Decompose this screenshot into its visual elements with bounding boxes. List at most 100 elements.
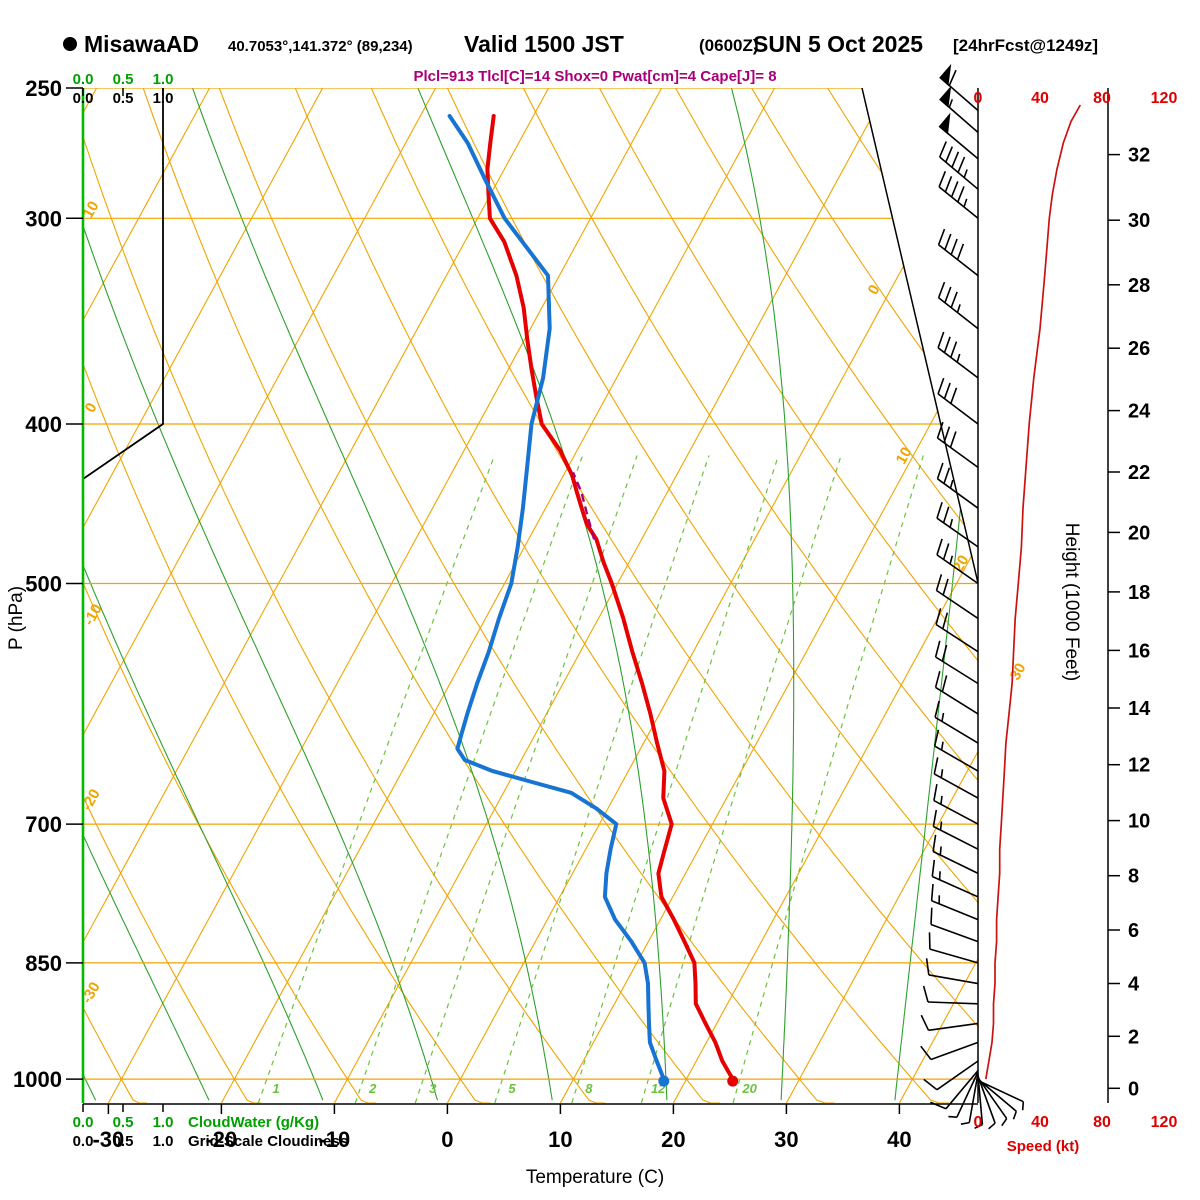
wind-barb [934, 670, 979, 715]
wind-barb [925, 958, 979, 985]
cloud-profiles-layer [81, 88, 164, 1103]
sounding-profiles-layer [447, 114, 739, 1087]
mixing-ratio-label: 5 [508, 1081, 516, 1096]
cloudiness-scale-tick: 0.5 [113, 1133, 134, 1150]
wind-barb [937, 331, 979, 379]
cloudiness-scale-tick: 1.0 [153, 1133, 174, 1150]
valid-time: Valid 1500 JST [464, 31, 624, 57]
temperature-tick-label: -30 [92, 1127, 124, 1152]
wind-barb [977, 1079, 1025, 1111]
height-tick-label: 6 [1128, 920, 1139, 942]
mixing-ratio-label: 20 [741, 1081, 757, 1096]
surface-temperature-dot [727, 1075, 739, 1087]
isobar-lines [83, 88, 978, 1080]
wind-barb [933, 729, 979, 772]
wind-barb [937, 281, 979, 330]
station-name: MisawaAD [84, 31, 199, 57]
height-tick-label: 26 [1128, 338, 1150, 360]
height-axis-label: Height (1000 Feet) [1061, 523, 1082, 681]
height-tick-label: 16 [1128, 640, 1150, 662]
wind-speed-profile [984, 104, 1082, 1080]
wind-barb [932, 809, 979, 850]
wind-barb [938, 112, 979, 160]
mixing-ratio-lines [257, 455, 924, 1103]
wind-barb [934, 700, 979, 744]
speed-scale-label-top: 120 [1151, 90, 1178, 107]
wind-barb [931, 859, 979, 898]
cloudiness-scale-tick: 1.0 [153, 90, 174, 107]
cloudwater-scale-tick: 0.5 [113, 1114, 134, 1131]
wind-barbs [920, 63, 1025, 1130]
wind-barb [920, 1041, 979, 1061]
height-tick-label: 18 [1128, 582, 1150, 604]
isotherm-label: 10 [80, 198, 103, 221]
wind-barb [936, 421, 979, 469]
pressure-tick-label: 850 [25, 951, 62, 976]
wind-barb [933, 784, 979, 825]
wind-barb [938, 171, 979, 219]
wind-barb [928, 932, 979, 964]
height-tick-label: 20 [1128, 522, 1150, 544]
wind-barb [932, 834, 979, 875]
params-line: Plcl=913 Tlcl[C]=14 Shox=0 Pwat[cm]=4 Ca… [413, 68, 776, 85]
wind-barb [935, 574, 979, 620]
pressure-tick-label: 250 [25, 76, 62, 101]
temperature-tick-label: -20 [205, 1127, 237, 1152]
speed-scale-label-top: 0 [974, 90, 983, 107]
wind-barb [948, 1071, 979, 1118]
temperature-ticks: -30 -20 -10 0 10 20 30 40 [92, 1104, 912, 1152]
temperature-axis-label: Temperature (C) [526, 1167, 664, 1188]
wind-layer [920, 63, 1082, 1130]
speed-scale-label-top: 80 [1093, 90, 1111, 107]
dry-adiabat-lines [83, 88, 978, 1103]
height-tick-label: 2 [1128, 1026, 1139, 1048]
speed-scale-label-top: 40 [1031, 90, 1049, 107]
speed-scale-label-bottom: 80 [1093, 1114, 1111, 1131]
height-tick-label: 14 [1128, 698, 1151, 720]
temperature-tick-label: 20 [661, 1127, 685, 1152]
speed-scale-label-bottom: 40 [1031, 1114, 1049, 1131]
temperature-profile [485, 114, 735, 1082]
height-tick-label: 8 [1128, 866, 1139, 888]
cloud-scales: 0.0 0.0 0.5 0.5 1.0 1.0 0.0 0.0 0.5 0.5 1.0 1.0 [73, 71, 174, 1150]
cloudiness-scale-tick: 0.5 [113, 90, 134, 107]
wind-barb [937, 377, 979, 425]
cloudwater-scale-tick: 0.5 [113, 71, 134, 88]
wind-barb [960, 1073, 979, 1125]
isotherm-label: 30 [1007, 660, 1030, 683]
isotherm-label: 0 [865, 282, 884, 298]
station-bullet-icon [63, 37, 77, 51]
isotherm-label: 10 [893, 444, 916, 467]
wind-barb [936, 462, 979, 509]
height-tick-label: 0 [1128, 1078, 1139, 1100]
cloudwater-scale-tick: 0.0 [73, 71, 94, 88]
wind-barb [939, 63, 979, 112]
height-tick-label: 30 [1128, 210, 1150, 232]
temperature-tick-label: 40 [887, 1127, 911, 1152]
wind-barb [930, 884, 979, 921]
parcel-trace [571, 471, 596, 540]
pressure-tick-label: 1000 [13, 1067, 62, 1092]
mixing-ratio-label: 1 [272, 1081, 279, 1096]
wind-barb [977, 1077, 1008, 1127]
wind-barb [937, 228, 979, 277]
valid-zulu: (0600Z) [699, 36, 759, 55]
labels-layer: MisawaAD 40.7053°,141.372° (89,234) Vali… [6, 31, 1098, 1188]
pressure-tick-label: 500 [25, 572, 62, 597]
height-tick-label: 32 [1128, 145, 1150, 167]
isotherm-label: 20 [950, 552, 973, 575]
cloudwater-scale-tick: 1.0 [153, 71, 174, 88]
cloudwater-scale-tick: 0.0 [73, 1114, 94, 1131]
plot-top-right-boundary [861, 87, 979, 584]
cloudiness-scale-tick: 0.0 [73, 1133, 94, 1150]
speed-scale-label-bottom: 0 [974, 1114, 983, 1131]
cloudwater-scale-title: CloudWater (g/Kg) [188, 1114, 319, 1131]
forecast-tag: [24hrFcst@1249z] [953, 36, 1098, 55]
wind-barb [930, 907, 979, 943]
